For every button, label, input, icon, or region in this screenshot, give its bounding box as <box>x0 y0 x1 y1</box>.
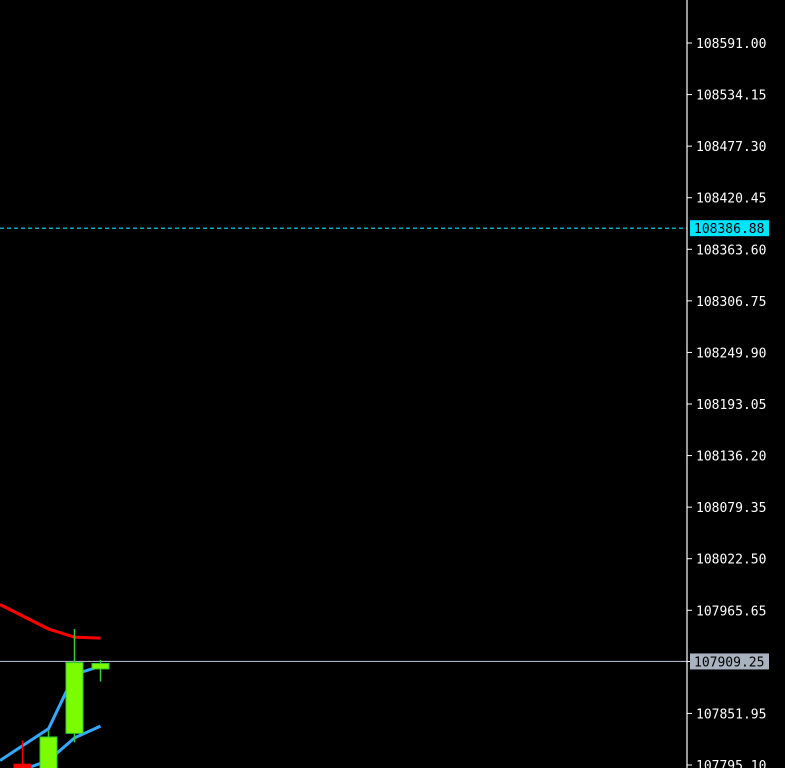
price-tick-label: 108079.35 <box>696 501 766 516</box>
price-tick-label: 108249.90 <box>696 346 766 361</box>
candle-body[interactable] <box>65 662 84 734</box>
price-tick-label: 108022.50 <box>696 553 766 568</box>
moving-average-line <box>0 603 101 640</box>
plot-area[interactable] <box>0 227 687 768</box>
price-tick-label: 107965.65 <box>696 604 766 619</box>
price-tick-label: 108306.75 <box>696 295 766 310</box>
moving-average-line <box>0 664 101 762</box>
price-tick-label: 108193.05 <box>696 398 766 413</box>
price-tick-label: 107851.95 <box>696 707 766 722</box>
price-tick-label: 108477.30 <box>696 140 766 155</box>
price-tick-label: 108591.00 <box>696 37 766 52</box>
ask-line-badge-label: 108386.88 <box>694 222 764 237</box>
moving-average-line <box>23 724 102 768</box>
candle-body[interactable] <box>39 736 58 768</box>
bid-line-badge <box>690 653 769 670</box>
price-tick-label: 108136.20 <box>696 450 766 465</box>
price-tick-label: 108363.60 <box>696 243 766 258</box>
price-axis[interactable]: 108591.00 108534.15 108477.30 108420.45 1083… <box>686 0 769 768</box>
bid-line-badge-label: 107909.25 <box>694 655 764 670</box>
ask-line-badge <box>690 220 769 237</box>
price-tick-label: 108420.45 <box>696 192 766 207</box>
price-tick-label: 107795.10 <box>696 759 766 768</box>
price-tick-label: 108534.15 <box>696 89 766 104</box>
candle-body[interactable] <box>13 763 32 768</box>
candle-body[interactable] <box>91 662 110 670</box>
